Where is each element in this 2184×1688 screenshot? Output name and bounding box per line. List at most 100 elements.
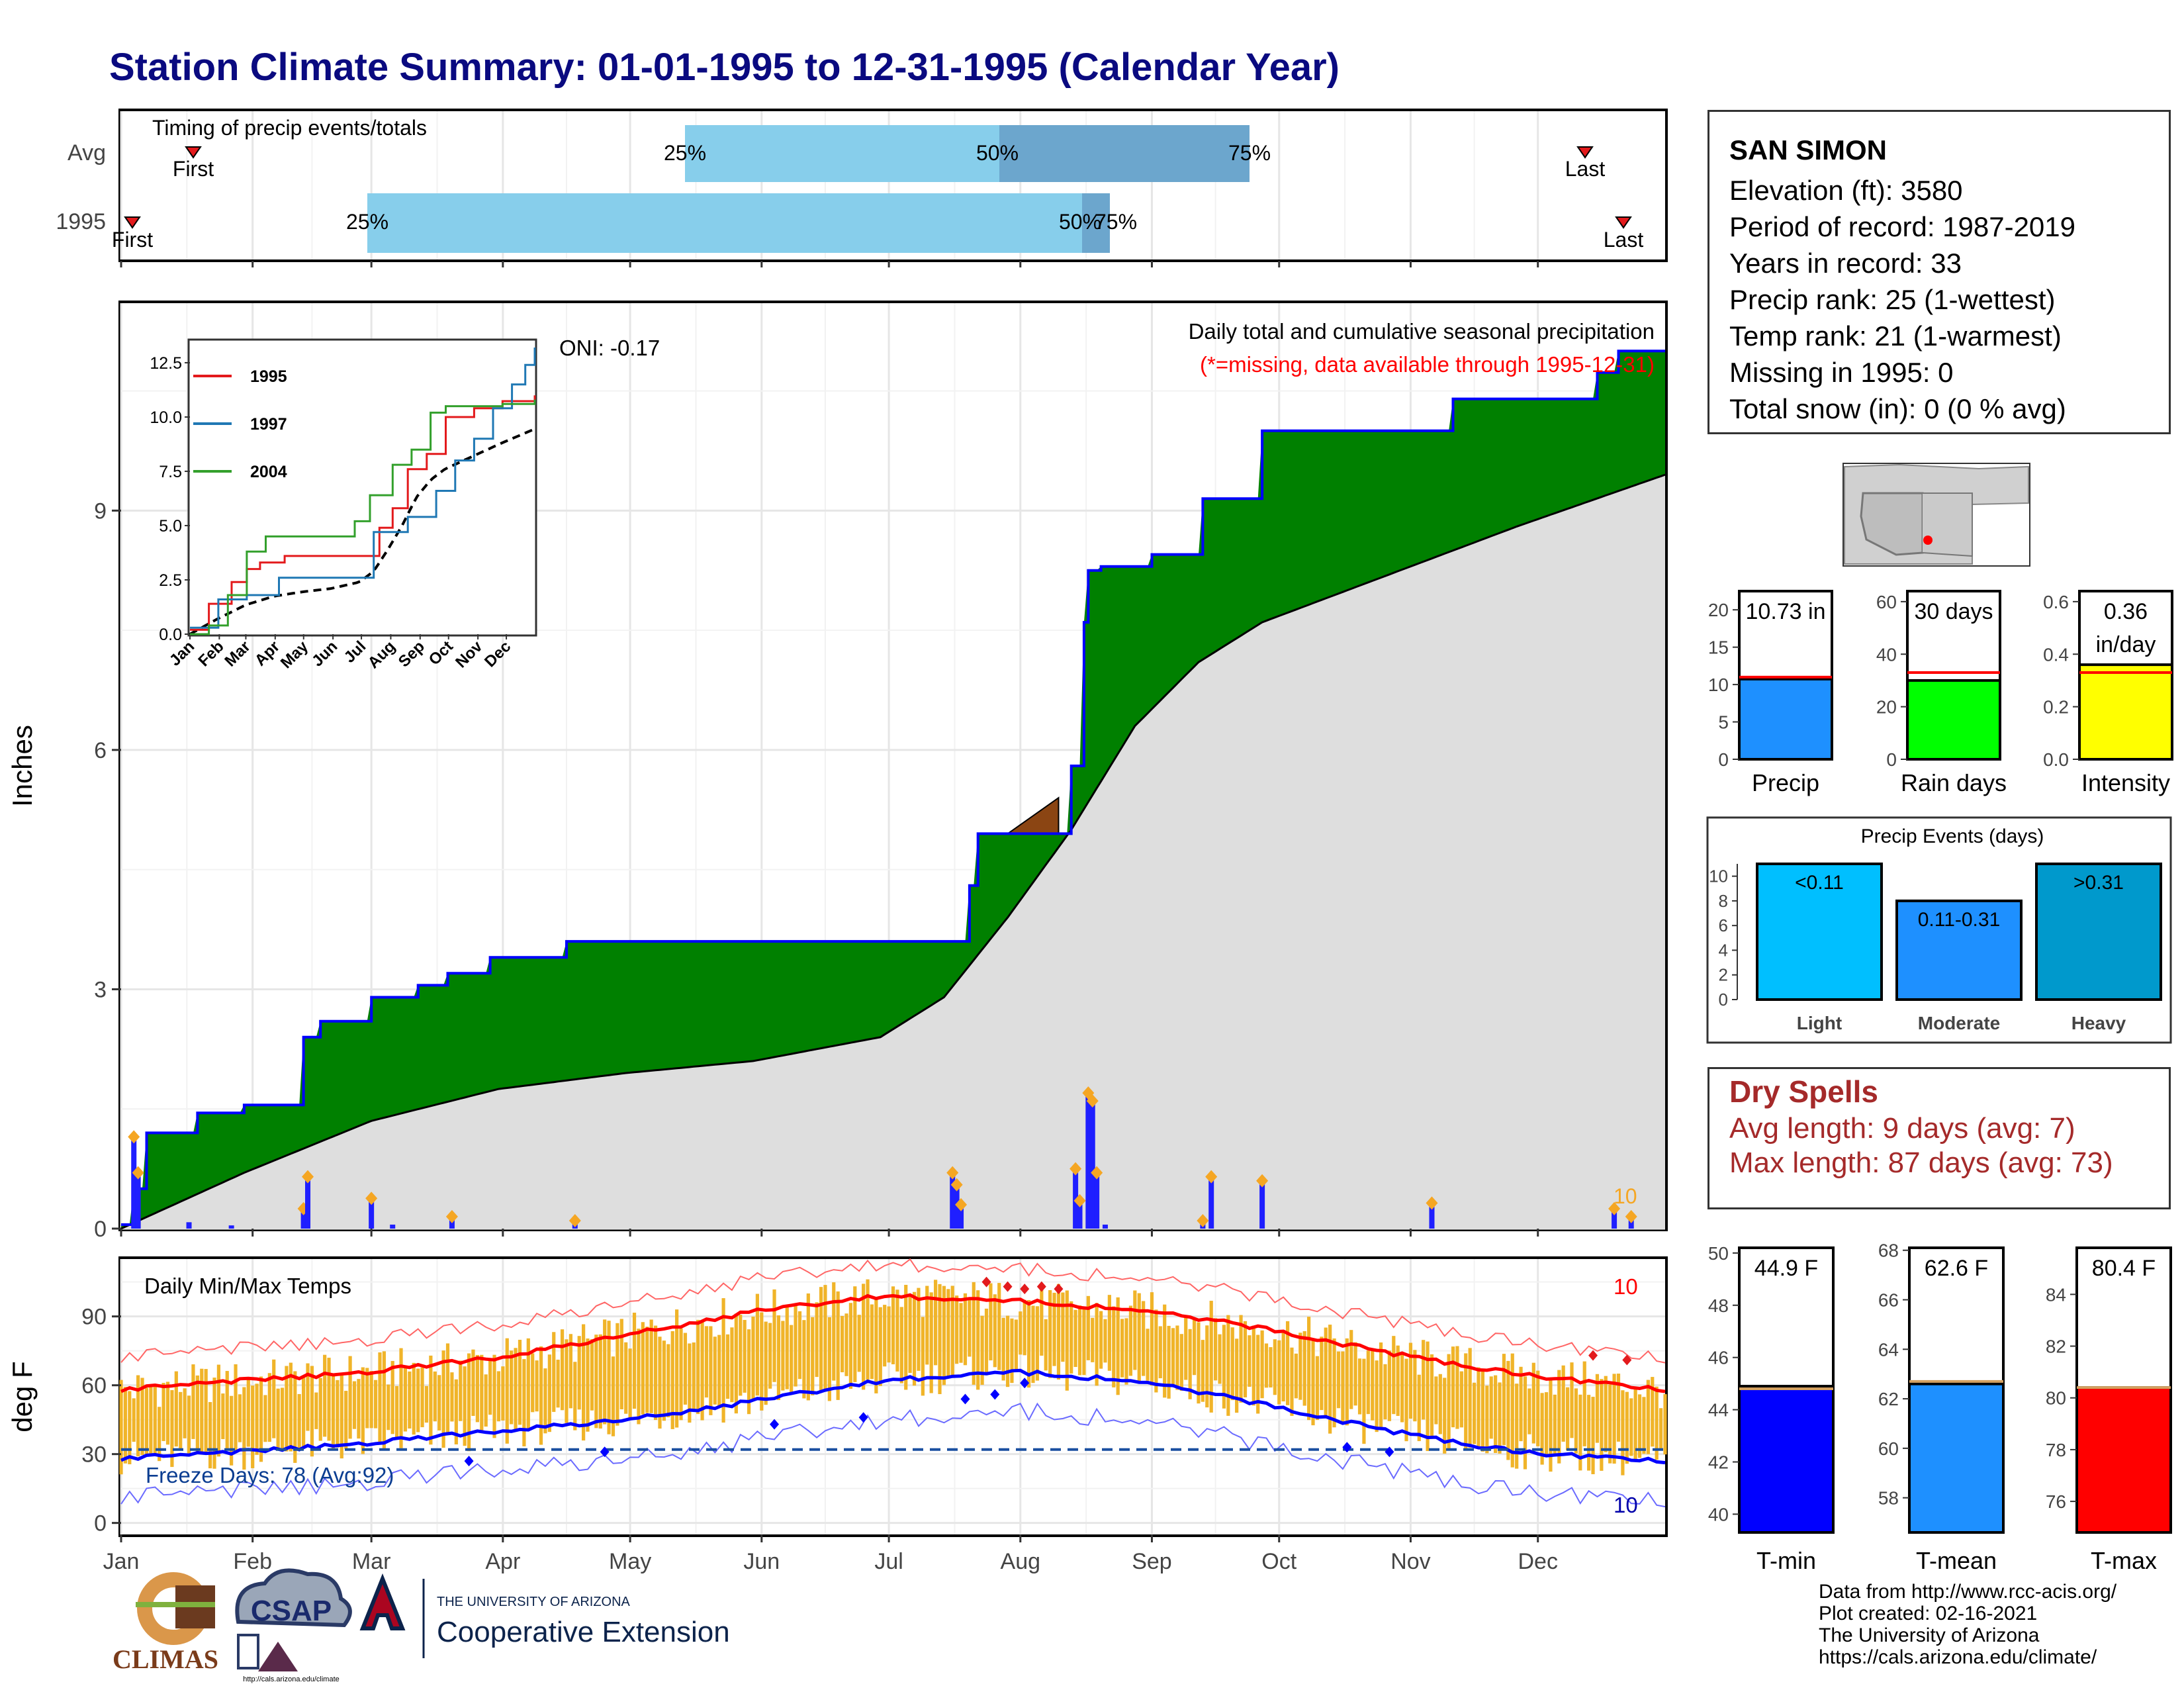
precip-daily-bar	[1102, 1224, 1108, 1229]
precip-daily-marker	[1625, 1209, 1637, 1223]
csap-logo-text: CSAP	[251, 1595, 332, 1627]
mini-y-tick-label: 40	[1876, 644, 1897, 665]
temp-daily-bar	[1082, 1306, 1086, 1376]
precip-daily-bar	[1094, 1172, 1100, 1229]
temp-daily-bar	[505, 1338, 509, 1444]
timing-row-avg-label: Avg	[68, 140, 106, 165]
temp-daily-bar	[395, 1385, 399, 1440]
tmax-chart: 76 78 80 82 84 80.4 F T-max	[2046, 1246, 2172, 1574]
temp-daily-bar	[221, 1393, 225, 1440]
timing-avg-last-marker	[1576, 146, 1594, 159]
events-bar-text: <0.11	[1795, 872, 1844, 894]
month-label: Apr	[485, 1549, 520, 1574]
temp-daily-bar	[1146, 1329, 1150, 1381]
temp-daily-bar	[297, 1393, 301, 1448]
month-label: Jul	[874, 1549, 903, 1574]
temp-daily-bar	[1218, 1334, 1222, 1384]
temp-record-high-marker	[1020, 1284, 1030, 1295]
temp-daily-bar	[1523, 1376, 1527, 1470]
temp-daily-bar	[437, 1375, 441, 1430]
temp-daily-bar	[598, 1334, 602, 1429]
temp-daily-bar	[866, 1279, 870, 1380]
temp-daily-bar	[140, 1378, 144, 1455]
temp-daily-bar	[1044, 1319, 1048, 1371]
temp-daily-bar	[1031, 1305, 1035, 1383]
station-line-missing: Missing in 1995: 0	[1729, 357, 1954, 388]
mini-y-tick-label: 40	[1708, 1504, 1729, 1524]
mini-y-tick-label: 0.6	[2043, 592, 2069, 612]
temp-daily-bar	[819, 1287, 823, 1393]
temp-daily-bar	[1285, 1321, 1290, 1405]
temp-daily-bar	[1417, 1374, 1421, 1442]
temp-daily-bar	[628, 1348, 632, 1419]
temp-daily-bar	[1116, 1297, 1120, 1395]
oni-label: ONI: -0.17	[559, 336, 660, 360]
temp-daily-bar	[1324, 1327, 1328, 1417]
temp-daily-bar	[739, 1315, 743, 1396]
temp-daily-bar	[1574, 1388, 1578, 1454]
station-line-period: Period of record: 1987-2019	[1729, 211, 2076, 242]
temp-daily-bar	[280, 1387, 285, 1452]
temp-daily-bar	[267, 1373, 271, 1442]
temp-daily-bar	[1077, 1305, 1082, 1376]
temp-daily-bar	[276, 1388, 280, 1451]
temp-daily-bar	[496, 1371, 501, 1422]
temp-daily-bar	[424, 1385, 429, 1423]
inset-legend-label: 1995	[250, 367, 287, 386]
temp-record-low-marker	[464, 1456, 474, 1467]
tmin-chart: 40 42 44 46 48 50 44.9 F T-min	[1708, 1243, 1835, 1574]
temp-daily-bar	[734, 1313, 738, 1414]
temp-daily-bar	[441, 1350, 445, 1448]
footer-line-univ: The University of Arizona	[1819, 1624, 2040, 1646]
mini-value-bar	[1908, 1382, 2005, 1534]
ua-big-text: Cooperative Extension	[437, 1616, 730, 1648]
temp-daily-bar	[492, 1354, 496, 1438]
inset-frame	[187, 338, 537, 637]
temp-daily-bar	[641, 1322, 645, 1415]
temp-daily-bar	[471, 1349, 475, 1416]
temp-daily-bar	[1366, 1350, 1370, 1415]
temp-daily-bar	[590, 1339, 594, 1411]
temp-daily-bar	[310, 1366, 314, 1457]
temp-daily-bar	[238, 1394, 242, 1442]
temp-daily-bar	[1591, 1397, 1595, 1475]
temp-daily-bar	[709, 1326, 713, 1415]
temp-daily-bar	[1383, 1364, 1387, 1420]
temp-daily-bar	[289, 1362, 293, 1452]
temp-daily-bar	[357, 1379, 361, 1439]
temp-daily-bar	[344, 1391, 348, 1449]
events-bar-text: 0.11-0.31	[1918, 909, 2001, 931]
footer: Data from http://www.rcc-acis.org/ Plot …	[1819, 1581, 2116, 1668]
temp-daily-bar	[1621, 1390, 1625, 1476]
temp-daily-bar	[1379, 1342, 1383, 1428]
temp-daily-bar	[1434, 1376, 1438, 1425]
temp-daily-bar	[1375, 1360, 1379, 1432]
temp-daily-bar	[1154, 1309, 1158, 1393]
climas-logo-text: CLIMAS	[113, 1644, 218, 1674]
temp-daily-bar	[772, 1289, 776, 1382]
temp-daily-bar	[1001, 1317, 1005, 1381]
mini-y-tick-label: 0	[1718, 749, 1729, 770]
mini-value-bar	[2075, 1386, 2172, 1534]
temp-daily-bar	[925, 1286, 929, 1365]
temp-daily-bar	[776, 1315, 781, 1400]
mini-y-tick-label: 60	[1876, 592, 1897, 612]
mini-y-tick-label: 60	[1878, 1438, 1899, 1459]
timing-avg-first-label: First	[173, 157, 214, 181]
temp-daily-bar	[1112, 1306, 1116, 1387]
temp-daily-bar	[1128, 1305, 1133, 1376]
temp-lines	[120, 1258, 1666, 1508]
temp-daily-bar	[416, 1368, 420, 1432]
temp-daily-bar	[1175, 1325, 1179, 1390]
temp-daily-bar	[1515, 1383, 1519, 1469]
precip-daily-marker	[365, 1192, 378, 1205]
temp-daily-bar	[692, 1342, 696, 1410]
events-bar-label: Moderate	[1918, 1013, 2000, 1033]
temp-record-high-marker	[1003, 1281, 1013, 1292]
temp-daily-bar	[212, 1378, 216, 1469]
precip-y-tick-label: 6	[94, 738, 107, 763]
tmean-chart: 58 60 62 64 66 68 62.6 F T-mean	[1878, 1241, 2005, 1574]
temp-daily-bar	[980, 1315, 984, 1385]
inset-y-tick-label: 0.0	[159, 626, 182, 644]
